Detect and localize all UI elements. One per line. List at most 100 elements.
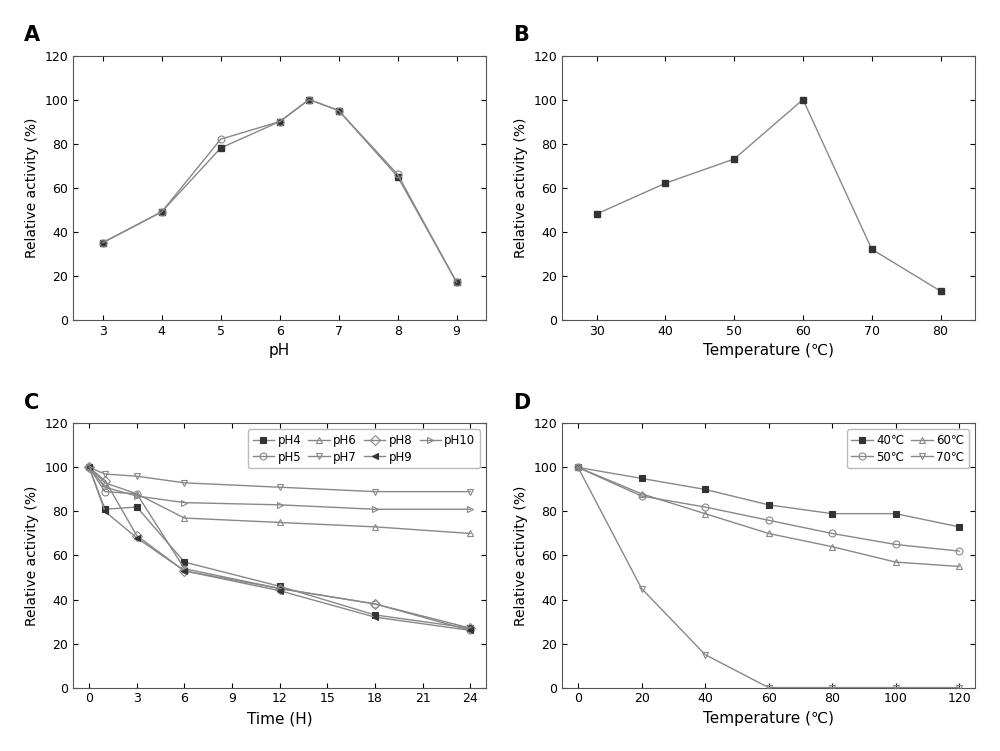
Line: 70℃: 70℃ xyxy=(575,464,963,691)
70℃ xyxy=(953,683,965,692)
X-axis label: pH: pH xyxy=(269,343,290,358)
pH8 xyxy=(99,476,111,485)
50℃ xyxy=(636,491,648,500)
Line: 50℃: 50℃ xyxy=(575,464,963,554)
50℃ xyxy=(572,463,584,472)
70℃ xyxy=(763,683,775,692)
pH9 xyxy=(83,463,95,472)
pH9 xyxy=(274,587,286,596)
60℃ xyxy=(890,557,902,566)
50℃ xyxy=(763,516,775,525)
Line: 60℃: 60℃ xyxy=(575,464,963,570)
X-axis label: Time (H): Time (H) xyxy=(247,711,313,726)
pH6 xyxy=(178,514,190,523)
70℃ xyxy=(572,463,584,472)
Line: pH10: pH10 xyxy=(86,464,474,513)
40℃ xyxy=(826,509,838,518)
50℃ xyxy=(699,502,711,511)
pH10 xyxy=(369,505,381,514)
60℃ xyxy=(572,463,584,472)
Y-axis label: Relative activity (%): Relative activity (%) xyxy=(25,485,39,626)
60℃ xyxy=(763,529,775,538)
pH4 xyxy=(369,611,381,620)
70℃ xyxy=(699,650,711,659)
Y-axis label: Relative activity (%): Relative activity (%) xyxy=(25,117,39,258)
pH6 xyxy=(369,523,381,532)
Text: C: C xyxy=(24,393,39,413)
pH5 xyxy=(178,564,190,573)
Y-axis label: Relative activity (%): Relative activity (%) xyxy=(514,485,528,626)
Line: pH4: pH4 xyxy=(86,464,474,632)
pH10 xyxy=(99,483,111,492)
Line: pH6: pH6 xyxy=(86,464,474,537)
pH9 xyxy=(131,533,143,542)
pH7 xyxy=(369,487,381,496)
Line: pH7: pH7 xyxy=(86,464,474,495)
Text: B: B xyxy=(513,25,529,45)
Legend: pH4, pH5, pH6, pH7, pH8, pH9, pH10: pH4, pH5, pH6, pH7, pH8, pH9, pH10 xyxy=(248,430,480,469)
40℃ xyxy=(699,485,711,494)
pH6 xyxy=(131,490,143,499)
pH7 xyxy=(83,463,95,472)
pH9 xyxy=(99,507,111,516)
pH5 xyxy=(464,626,476,635)
pH10 xyxy=(178,498,190,507)
pH9 xyxy=(369,613,381,622)
pH4 xyxy=(274,582,286,591)
60℃ xyxy=(826,542,838,551)
X-axis label: Temperature (℃): Temperature (℃) xyxy=(703,343,834,358)
pH5 xyxy=(83,463,95,472)
40℃ xyxy=(953,523,965,532)
pH8 xyxy=(369,599,381,608)
pH9 xyxy=(178,566,190,575)
40℃ xyxy=(890,509,902,518)
50℃ xyxy=(826,529,838,538)
pH7 xyxy=(178,478,190,487)
pH4 xyxy=(131,502,143,511)
pH5 xyxy=(131,490,143,499)
Legend: 40℃, 50℃, 60℃, 70℃: 40℃, 50℃, 60℃, 70℃ xyxy=(847,430,969,469)
pH7 xyxy=(464,487,476,496)
Y-axis label: Relative activity (%): Relative activity (%) xyxy=(514,117,528,258)
pH10 xyxy=(83,463,95,472)
60℃ xyxy=(636,490,648,499)
70℃ xyxy=(890,683,902,692)
Line: 40℃: 40℃ xyxy=(575,464,963,530)
pH4 xyxy=(464,623,476,632)
pH8 xyxy=(178,566,190,575)
70℃ xyxy=(636,584,648,593)
40℃ xyxy=(636,474,648,483)
40℃ xyxy=(572,463,584,472)
pH5 xyxy=(369,599,381,608)
50℃ xyxy=(890,540,902,549)
pH10 xyxy=(464,505,476,514)
Line: pH8: pH8 xyxy=(86,464,474,632)
Line: pH5: pH5 xyxy=(86,464,474,634)
60℃ xyxy=(699,509,711,518)
pH7 xyxy=(274,483,286,492)
pH7 xyxy=(99,469,111,478)
pH9 xyxy=(464,626,476,635)
pH4 xyxy=(178,557,190,566)
pH8 xyxy=(83,463,95,472)
X-axis label: Temperature (℃): Temperature (℃) xyxy=(703,711,834,726)
50℃ xyxy=(953,547,965,556)
pH6 xyxy=(83,463,95,472)
pH5 xyxy=(274,584,286,593)
60℃ xyxy=(953,562,965,571)
pH10 xyxy=(274,500,286,509)
Line: pH9: pH9 xyxy=(86,464,474,634)
pH4 xyxy=(83,463,95,472)
70℃ xyxy=(826,683,838,692)
pH8 xyxy=(131,531,143,540)
pH10 xyxy=(131,491,143,500)
40℃ xyxy=(763,500,775,509)
Text: A: A xyxy=(24,25,40,45)
pH8 xyxy=(464,623,476,632)
pH4 xyxy=(99,505,111,514)
pH5 xyxy=(99,487,111,496)
Text: D: D xyxy=(513,393,530,413)
pH6 xyxy=(274,518,286,527)
pH6 xyxy=(464,529,476,538)
pH7 xyxy=(131,472,143,481)
